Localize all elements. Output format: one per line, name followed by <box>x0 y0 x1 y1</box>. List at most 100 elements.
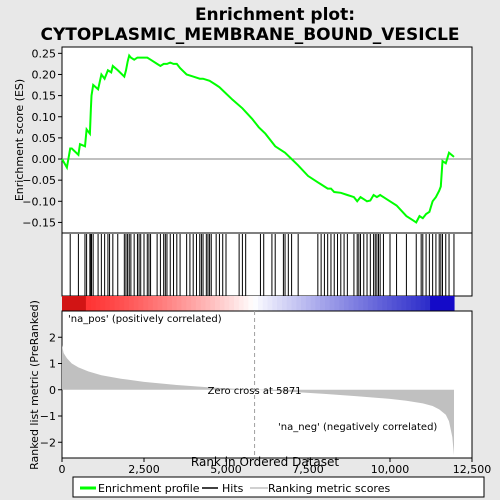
color-bar-segment <box>348 296 355 311</box>
color-bar-segment <box>85 296 92 311</box>
color-bar-segment <box>157 296 163 311</box>
color-bar-segment <box>344 296 350 311</box>
color-bar-segment <box>367 296 374 311</box>
color-bar-segment <box>114 296 120 311</box>
color-bar-segment <box>334 296 340 311</box>
color-bar-segment <box>382 296 388 311</box>
color-bar-segment <box>90 296 97 311</box>
color-bar-segment <box>439 296 445 311</box>
color-bar-segment <box>200 296 206 311</box>
color-bar-segment <box>286 296 293 311</box>
color-bar-segment <box>410 296 417 311</box>
color-bar-segment <box>219 296 226 311</box>
color-bar-segment <box>181 296 187 311</box>
color-bar-segment <box>152 296 159 311</box>
legend-label-hits: Hits <box>222 482 244 495</box>
color-bar-segment <box>171 296 178 311</box>
color-bar-segment <box>195 296 202 311</box>
color-bar-segment <box>434 296 441 311</box>
negative-correlation-label: 'na_neg' (negatively correlated) <box>278 422 437 433</box>
color-bar-segment <box>186 296 192 311</box>
color-bar-segment <box>71 296 77 311</box>
rank-color-bar <box>62 296 455 311</box>
color-bar-segment <box>128 296 135 311</box>
color-bar-segment <box>425 296 431 311</box>
es-y-tick-label: 0.05 <box>32 132 57 145</box>
color-bar-segment <box>339 296 345 311</box>
hits-panel-background <box>61 232 473 297</box>
enrichment-profile-line <box>61 53 455 224</box>
color-bar-segment <box>320 296 326 311</box>
color-bar-segment <box>353 296 359 311</box>
color-bar-segment <box>105 296 111 311</box>
color-bar-segment <box>234 296 240 311</box>
color-bar-segment <box>310 296 316 311</box>
metric-y-tick-label: −1 <box>40 410 56 423</box>
color-bar-segment <box>281 296 288 311</box>
color-bar-segment <box>210 296 216 311</box>
x-axis-label: Rank in Ordered Dataset <box>191 455 339 469</box>
chart-title-line1: Enrichment plot: <box>195 5 355 25</box>
es-y-axis: −0.15 −0.10 −0.05 0.00 0.05 0.10 0.15 0.20 0.25 <box>22 47 62 229</box>
color-bar-segment <box>387 296 393 311</box>
color-bar-segment <box>391 296 398 311</box>
legend-box <box>72 476 485 498</box>
color-bar-segment <box>430 296 436 311</box>
color-bar-segment <box>119 296 125 311</box>
color-bar-segment <box>148 296 154 311</box>
x-tick-label: 7,500 <box>292 463 324 476</box>
color-bar-segment <box>124 296 130 311</box>
color-bar-segment <box>95 296 101 311</box>
color-bar-segment <box>262 296 269 311</box>
metric-y-tick-label: 0 <box>49 384 56 397</box>
positive-correlation-label: 'na_pos' (positively correlated) <box>68 314 222 325</box>
color-bar-segment <box>372 296 379 311</box>
color-bar-segment <box>167 296 173 311</box>
es-y-tick-label: 0.25 <box>32 47 57 60</box>
legend-label-enrichment-profile: Enrichment profile <box>98 482 200 495</box>
x-tick-label: 0 <box>59 463 66 476</box>
color-bar-segment <box>100 296 106 311</box>
color-bar-segment <box>363 296 369 311</box>
x-tick-label: 10,000 <box>371 463 410 476</box>
es-y-axis-label: Enrichment score (ES) <box>13 79 26 201</box>
color-bar-segment <box>406 296 412 311</box>
color-bar-segment <box>109 296 116 311</box>
color-bar-segment <box>176 296 183 311</box>
color-bar-segment <box>401 296 407 311</box>
color-bar-segment <box>415 296 422 311</box>
es-y-tick-label: −0.15 <box>22 216 56 229</box>
color-bar-segment <box>224 296 230 311</box>
legend: Enrichment profile Hits Ranking metric s… <box>72 476 485 498</box>
color-bar-segment <box>267 296 273 311</box>
metric-y-axis-label: Ranked list metric (PreRanked) <box>28 300 41 470</box>
es-y-tick-label: 0.10 <box>32 111 57 124</box>
color-bar-segment <box>133 296 140 311</box>
color-bar-segment <box>301 296 307 311</box>
color-bar-segment <box>291 296 297 311</box>
color-bar-segment <box>205 296 211 311</box>
color-bar-segment <box>449 296 455 311</box>
color-bar-segment <box>248 296 254 311</box>
metric-y-axis: −2 −1 0 1 2 <box>40 331 62 449</box>
metric-y-tick-label: 2 <box>49 331 56 344</box>
color-bar-segment <box>305 296 312 311</box>
es-y-tick-label: 0.15 <box>32 90 57 103</box>
color-bar-segment <box>66 296 73 311</box>
color-bar-segment <box>76 296 82 311</box>
color-bar-segment <box>377 296 383 311</box>
color-bar-segment <box>62 296 68 311</box>
es-y-tick-label: 0.20 <box>32 68 57 81</box>
color-bar-segment <box>329 296 336 311</box>
color-bar-segment <box>396 296 402 311</box>
hit-marks <box>69 234 455 296</box>
color-bar-segment <box>296 296 302 311</box>
color-bar-segment <box>315 296 321 311</box>
color-bar-segment <box>81 296 87 311</box>
color-bar-segment <box>324 296 331 311</box>
color-bar-segment <box>253 296 259 311</box>
color-bar-segment <box>229 296 235 311</box>
color-bar-segment <box>162 296 168 311</box>
metric-y-tick-label: 1 <box>49 358 56 371</box>
